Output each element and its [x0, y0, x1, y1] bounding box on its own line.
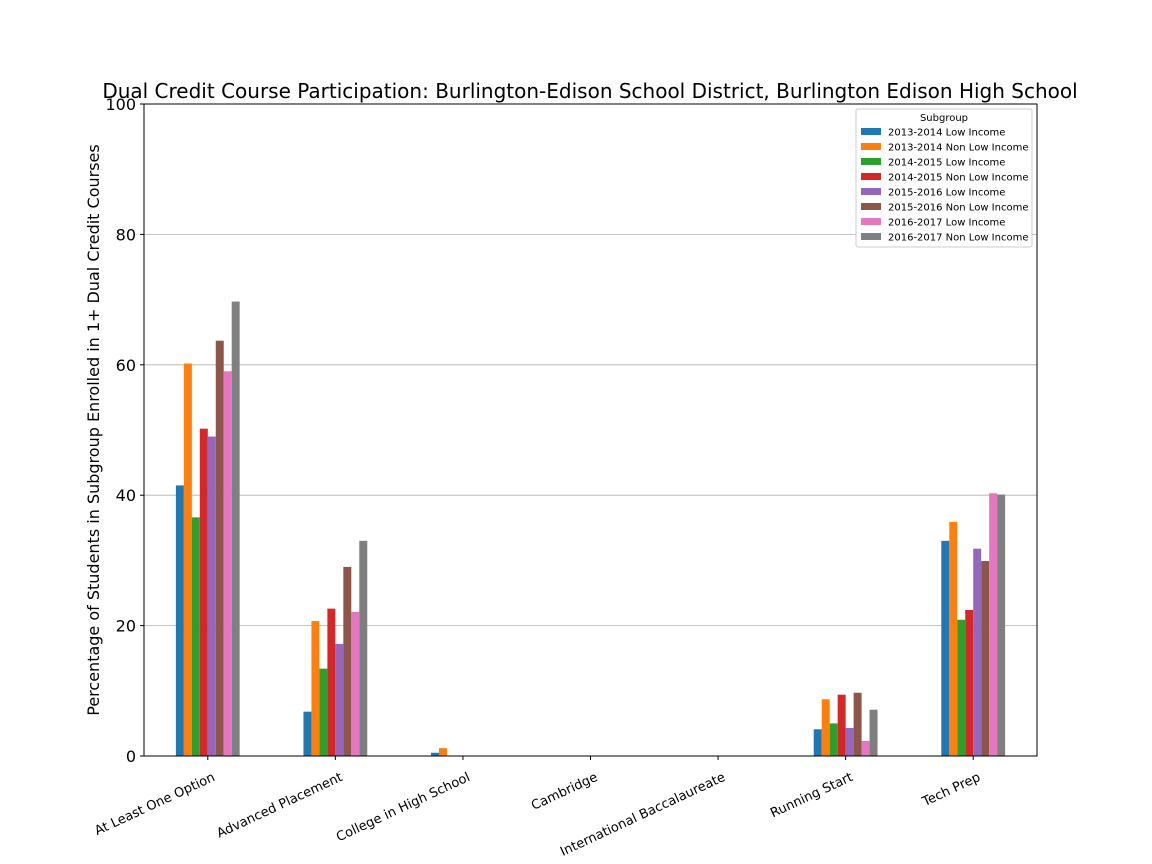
bar — [957, 619, 966, 756]
bar — [223, 371, 232, 756]
legend-swatch — [861, 233, 881, 240]
y-tick-label: 60 — [116, 356, 136, 375]
bar — [981, 561, 990, 756]
bar — [199, 428, 208, 756]
x-tick-label: Running Start — [768, 770, 855, 821]
y-tick-label: 100 — [105, 95, 136, 114]
y-axis-label: Percentage of Students in Subgroup Enrol… — [84, 144, 103, 715]
legend-label: 2013-2014 Low Income — [888, 128, 1005, 139]
legend-box — [855, 108, 1033, 248]
bar — [821, 699, 830, 756]
bar — [973, 548, 982, 756]
legend-label: 2016-2017 Low Income — [888, 218, 1005, 229]
legend-swatch — [861, 203, 881, 210]
chart-title: Dual Credit Course Participation: Burlin… — [102, 79, 1077, 103]
y-tick-label: 20 — [116, 617, 136, 636]
bars — [175, 301, 1006, 756]
bar — [215, 340, 224, 756]
legend-swatch — [861, 173, 881, 180]
bar — [861, 741, 870, 756]
bar — [853, 692, 862, 756]
bar — [837, 694, 846, 756]
legend-swatch — [861, 218, 881, 225]
legend-swatch — [861, 188, 881, 195]
y-tick-label: 0 — [126, 747, 136, 766]
bar — [335, 643, 344, 756]
legend-label: 2015-2016 Low Income — [888, 188, 1005, 199]
gridlines — [144, 233, 1037, 626]
bar — [207, 436, 216, 756]
bar — [175, 485, 184, 756]
bar — [351, 611, 360, 756]
bar — [311, 621, 320, 756]
bar — [829, 723, 838, 756]
bar — [869, 709, 878, 756]
x-tick-label: Advanced Placement — [215, 770, 345, 841]
bar — [359, 540, 368, 756]
legend-title: Subgroup — [920, 113, 968, 124]
bar — [997, 494, 1006, 756]
x-tick-label: Tech Prep — [919, 770, 983, 810]
y-tick-label: 80 — [116, 225, 136, 244]
x-tick-label: College in High School — [334, 770, 472, 845]
bar — [431, 752, 440, 756]
bar — [327, 608, 336, 756]
bar — [949, 521, 958, 756]
bar — [439, 748, 447, 756]
bar — [845, 727, 854, 756]
bar — [989, 493, 998, 756]
legend-label: 2015-2016 Non Low Income — [888, 203, 1028, 214]
legend-label: 2014-2015 Low Income — [888, 158, 1005, 169]
y-axis: 0 20 40 60 80 100 — [105, 95, 144, 766]
bar — [183, 363, 192, 756]
legend: Subgroup 2013-2014 Low Income 2013-2014 N… — [855, 108, 1033, 248]
bar — [319, 668, 328, 756]
legend-label: 2016-2017 Non Low Income — [888, 233, 1028, 244]
bar — [303, 711, 312, 756]
x-tick-label: At Least One Option — [93, 770, 218, 839]
x-tick-label: Cambridge — [529, 770, 600, 814]
bar — [231, 301, 240, 756]
legend-label: 2014-2015 Non Low Income — [888, 173, 1028, 184]
legend-swatch — [861, 158, 881, 165]
bar — [813, 729, 822, 756]
legend-swatch — [861, 143, 881, 150]
bar — [965, 609, 974, 756]
bar — [191, 517, 200, 756]
legend-label: 2013-2014 Non Low Income — [888, 143, 1028, 154]
y-tick-label: 40 — [116, 486, 136, 505]
bar — [941, 540, 950, 756]
legend-swatch — [861, 128, 881, 135]
bar — [343, 566, 352, 756]
